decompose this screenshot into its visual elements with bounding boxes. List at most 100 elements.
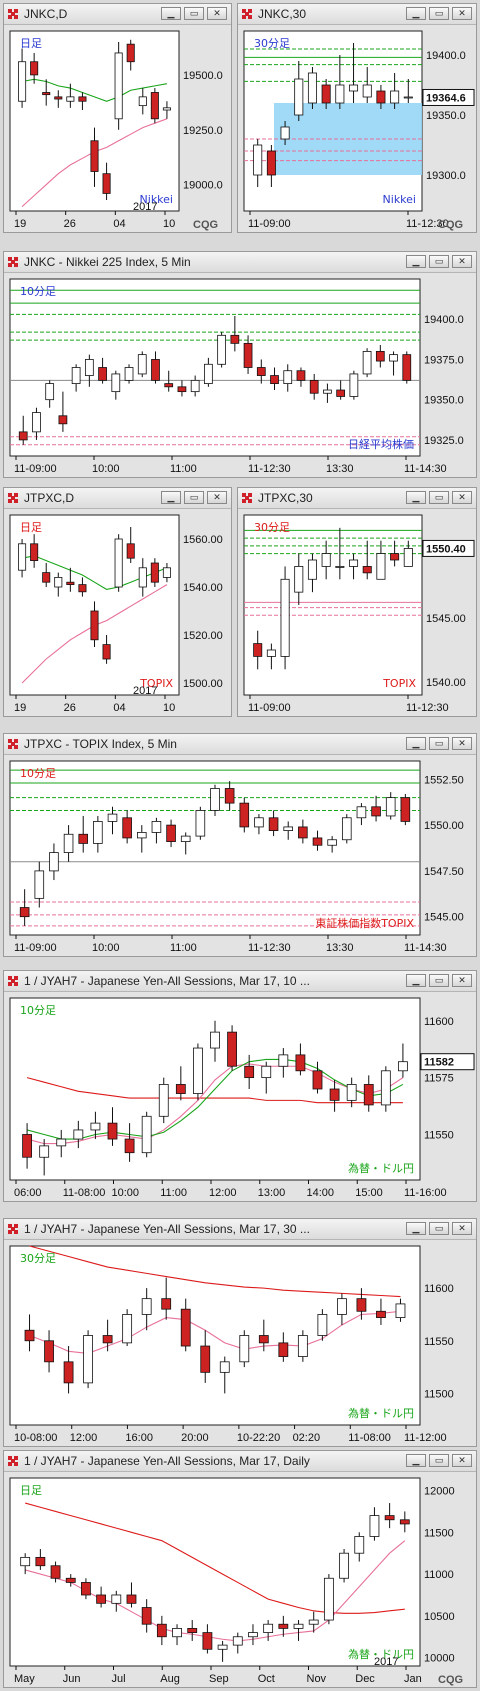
- close-button[interactable]: ✕: [452, 737, 472, 750]
- minimize-button[interactable]: ▁: [161, 491, 181, 504]
- maximize-button[interactable]: ▭: [429, 974, 449, 987]
- x-tick-label: 11:00: [170, 942, 197, 954]
- minimize-button[interactable]: ▁: [406, 7, 426, 20]
- maximize-button[interactable]: ▭: [429, 7, 449, 20]
- close-button[interactable]: ✕: [452, 1222, 472, 1235]
- candle-body: [327, 839, 337, 846]
- maximize-button[interactable]: ▭: [429, 491, 449, 504]
- candle-body: [283, 370, 293, 384]
- y-tick-label: 11550: [424, 1130, 454, 1142]
- candle-body: [151, 359, 160, 381]
- price-tag: 11582: [424, 1057, 454, 1069]
- chart-window[interactable]: JTPXC,D ▁ ▭ ✕ 1560.00 1540.00 1520.00 1500.00 19…: [3, 487, 232, 717]
- chart-canvas[interactable]: 1560.00 1540.00 1520.00 1500.00 19 26 04 10 日足 TO…: [4, 509, 231, 717]
- candle-body: [30, 543, 39, 561]
- window-titlebar[interactable]: JTPXC,30 ▁ ▭ ✕: [238, 488, 476, 509]
- timeframe-label: 日足: [20, 521, 42, 534]
- x-tick-label: 13:30: [326, 942, 354, 954]
- window-titlebar[interactable]: JNKC - Nikkei 225 Index, 5 Min ▁ ▭ ✕: [4, 252, 476, 273]
- close-button[interactable]: ✕: [207, 491, 227, 504]
- candle-body: [18, 543, 27, 571]
- candle-body: [190, 379, 200, 393]
- chart-canvas[interactable]: 1552.50 1550.00 1547.50 1545.00 11-09:00 10:0…: [4, 755, 476, 957]
- window-titlebar[interactable]: JNKC,D ▁ ▭ ✕: [4, 4, 231, 25]
- price-tag: 1550.40: [426, 543, 466, 555]
- close-button[interactable]: ✕: [452, 1454, 472, 1467]
- candle-body: [166, 824, 176, 842]
- candle-body: [261, 1065, 272, 1079]
- y-tick-label: 19500.0: [183, 70, 223, 82]
- x-tick-label: 06:00: [14, 1187, 42, 1199]
- minimize-button[interactable]: ▁: [161, 7, 181, 20]
- candle-body: [402, 354, 412, 381]
- window-titlebar[interactable]: 1 / JYAH7 - Japanese Yen-All Sessions, M…: [4, 1451, 476, 1472]
- y-tick-label: 19325.0: [424, 435, 464, 447]
- cqg-logo: CQG: [438, 219, 463, 231]
- candle-body: [141, 1298, 152, 1315]
- x-tick-label: May: [14, 1673, 35, 1685]
- window-titlebar[interactable]: JNKC,30 ▁ ▭ ✕: [238, 4, 476, 25]
- candle-body: [107, 813, 118, 822]
- y-tick-label: 10000: [424, 1653, 455, 1665]
- close-button[interactable]: ✕: [452, 974, 472, 987]
- window-titlebar[interactable]: 1 / JYAH7 - Japanese Yen-All Sessions, M…: [4, 971, 476, 992]
- chart-window[interactable]: JNKC - Nikkei 225 Index, 5 Min ▁ ▭ ✕ 19400.0…: [3, 251, 477, 478]
- candle-body: [39, 1145, 50, 1158]
- minimize-button[interactable]: ▁: [406, 737, 426, 750]
- candle-body: [204, 363, 213, 384]
- chart-window[interactable]: JTPXC,30▁▭✕1550.401545.001540.001550.401…: [237, 487, 477, 717]
- y-tick-label: 1500.00: [183, 678, 223, 690]
- candle-body: [141, 1115, 152, 1154]
- chart-window[interactable]: 1 / JYAH7 - Japanese Yen-All Sessions, M…: [3, 1218, 477, 1447]
- chart-canvas[interactable]: 11600 11575 11550 11582 06:00 11-08:00 10:00 11…: [4, 992, 476, 1202]
- chart-canvas[interactable]: 11600 11550 11500 10-08:00 12:00 16:00 20:00 10…: [4, 1240, 476, 1447]
- chart-window[interactable]: JTPXC - TOPIX Index, 5 Min ▁ ▭ ✕ 1552.50 1550…: [3, 733, 477, 957]
- candle-body: [243, 342, 253, 368]
- x-tick-label: 11-08:00: [348, 1432, 391, 1444]
- candle-body: [63, 1361, 74, 1384]
- candle-body: [107, 1122, 118, 1140]
- y-tick-label: 11500: [424, 1388, 454, 1400]
- chart-canvas[interactable]: 19400.0 19350.0 19300.0 19364.6 11-09:00 11-1…: [238, 25, 476, 233]
- minimize-button[interactable]: ▁: [406, 255, 426, 268]
- candle-body: [102, 173, 111, 194]
- minimize-button[interactable]: ▁: [406, 974, 426, 987]
- chart-window[interactable]: 1 / JYAH7 - Japanese Yen-All Sessions, M…: [3, 1450, 477, 1688]
- x-tick-label: 10: [163, 218, 175, 230]
- maximize-button[interactable]: ▭: [429, 1454, 449, 1467]
- chart-window[interactable]: 1 / JYAH7 - Japanese Yen-All Sessions, M…: [3, 970, 477, 1202]
- chart-window[interactable]: JNKC,D ▁ ▭ ✕ 19500.0 19250.0 19000.0 19 26 04 10 日足…: [3, 3, 232, 233]
- close-button[interactable]: ✕: [207, 7, 227, 20]
- maximize-button[interactable]: ▭: [429, 1222, 449, 1235]
- maximize-button[interactable]: ▭: [184, 7, 204, 20]
- chart-canvas[interactable]: 19500.0 19250.0 19000.0 19 26 04 10 日足 Nikkei201…: [4, 25, 231, 233]
- close-button[interactable]: ✕: [452, 491, 472, 504]
- window-titlebar[interactable]: JTPXC - TOPIX Index, 5 Min ▁ ▭ ✕: [4, 734, 476, 755]
- chart-canvas[interactable]: 12000 11500 11000 10500 10000 May Jun Jul Aug Sep…: [4, 1472, 476, 1688]
- close-button[interactable]: ✕: [452, 7, 472, 20]
- candle-body: [200, 1345, 211, 1373]
- candle-body: [187, 1627, 198, 1633]
- minimize-button[interactable]: ▁: [406, 1454, 426, 1467]
- x-tick-label: 13:30: [326, 463, 354, 475]
- window-titlebar[interactable]: 1 / JYAH7 - Japanese Yen-All Sessions, M…: [4, 1219, 476, 1240]
- candle-body: [390, 553, 400, 561]
- x-tick-label: 12:00: [209, 1187, 237, 1199]
- chart-canvas[interactable]: 19400.0 19375.0 19350.0 19325.0 11-09:00 10:0…: [4, 273, 476, 478]
- candle-body: [78, 833, 89, 844]
- candle-body: [193, 1047, 203, 1094]
- close-button[interactable]: ✕: [452, 255, 472, 268]
- minimize-button[interactable]: ▁: [406, 491, 426, 504]
- candle-body: [71, 367, 81, 384]
- maximize-button[interactable]: ▭: [429, 737, 449, 750]
- minimize-button[interactable]: ▁: [406, 1222, 426, 1235]
- maximize-button[interactable]: ▭: [184, 491, 204, 504]
- candle-body: [217, 334, 226, 365]
- candle-body: [349, 373, 359, 397]
- maximize-button[interactable]: ▭: [429, 255, 449, 268]
- chart-canvas[interactable]: 1550.401545.001540.001550.4011-09:0011-1…: [238, 509, 476, 717]
- chart-window[interactable]: JNKC,30 ▁ ▭ ✕ 19400.0 19350.0 19300.0 19364.6 11…: [237, 3, 477, 233]
- candle-body: [32, 412, 41, 433]
- window-titlebar[interactable]: JTPXC,D ▁ ▭ ✕: [4, 488, 231, 509]
- x-tick-label: 02:20: [293, 1432, 321, 1444]
